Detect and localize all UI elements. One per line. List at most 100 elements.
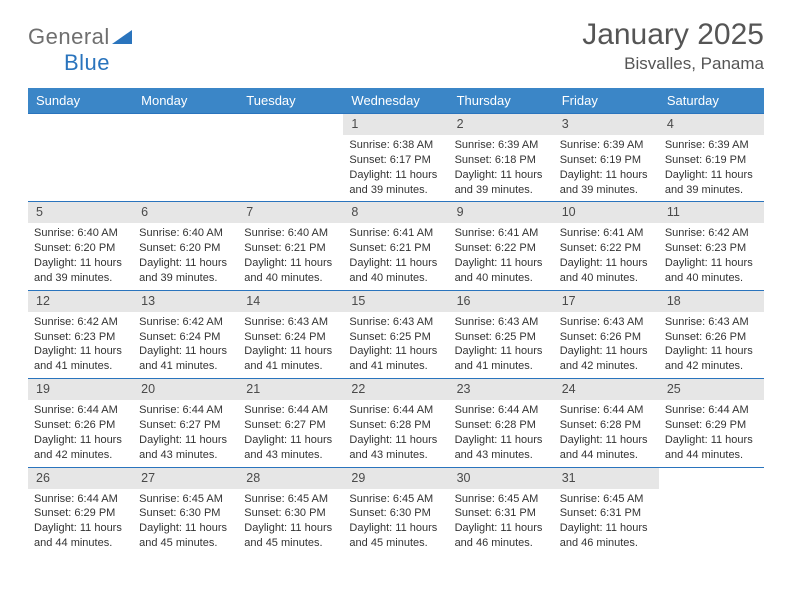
daylight-line: Daylight: 11 hours and 41 minutes. [244, 344, 337, 374]
day-number: 27 [133, 468, 238, 489]
day-body: Sunrise: 6:45 AMSunset: 6:31 PMDaylight:… [449, 489, 554, 555]
sunset-line: Sunset: 6:26 PM [560, 330, 653, 345]
calendar-day-cell: 25Sunrise: 6:44 AMSunset: 6:29 PMDayligh… [659, 379, 764, 467]
header: General Blue January 2025 Bisvalles, Pan… [28, 18, 764, 76]
sunset-line: Sunset: 6:22 PM [560, 241, 653, 256]
sunrise-line: Sunrise: 6:45 AM [139, 492, 232, 507]
daylight-line: Daylight: 11 hours and 43 minutes. [244, 433, 337, 463]
day-body: Sunrise: 6:45 AMSunset: 6:30 PMDaylight:… [133, 489, 238, 555]
day-number: 2 [449, 114, 554, 135]
calendar-day-cell: 23Sunrise: 6:44 AMSunset: 6:28 PMDayligh… [449, 379, 554, 467]
calendar-day-cell: 16Sunrise: 6:43 AMSunset: 6:25 PMDayligh… [449, 290, 554, 378]
calendar-day-cell: 19Sunrise: 6:44 AMSunset: 6:26 PMDayligh… [28, 379, 133, 467]
calendar-day-cell: 11Sunrise: 6:42 AMSunset: 6:23 PMDayligh… [659, 202, 764, 290]
daylight-line: Daylight: 11 hours and 40 minutes. [455, 256, 548, 286]
day-body: Sunrise: 6:43 AMSunset: 6:26 PMDaylight:… [659, 312, 764, 378]
calendar-day-cell: 6 Sunrise: 6:40 AMSunset: 6:20 PMDaylight… [133, 202, 238, 290]
logo-word2: Blue [64, 50, 110, 75]
calendar-day-cell: 15Sunrise: 6:43 AMSunset: 6:25 PMDayligh… [343, 290, 448, 378]
logo-word1: General [28, 24, 110, 49]
daylight-line: Daylight: 11 hours and 45 minutes. [244, 521, 337, 551]
sunset-line: Sunset: 6:31 PM [560, 506, 653, 521]
sunrise-line: Sunrise: 6:45 AM [244, 492, 337, 507]
sunset-line: Sunset: 6:20 PM [139, 241, 232, 256]
calendar-day-cell: 22Sunrise: 6:44 AMSunset: 6:28 PMDayligh… [343, 379, 448, 467]
calendar-day-cell: 31Sunrise: 6:45 AMSunset: 6:31 PMDayligh… [554, 467, 659, 555]
sunrise-line: Sunrise: 6:43 AM [560, 315, 653, 330]
calendar-day-cell: 7Sunrise: 6:40 AMSunset: 6:21 PMDaylight… [238, 202, 343, 290]
calendar-day-cell: 21Sunrise: 6:44 AMSunset: 6:27 PMDayligh… [238, 379, 343, 467]
sunset-line: Sunset: 6:19 PM [560, 153, 653, 168]
sunrise-line: Sunrise: 6:43 AM [244, 315, 337, 330]
day-number: 22 [343, 379, 448, 400]
sunset-line: Sunset: 6:27 PM [244, 418, 337, 433]
calendar-day-cell: 4Sunrise: 6:39 AMSunset: 6:19 PMDaylight… [659, 114, 764, 202]
sunrise-line: Sunrise: 6:40 AM [139, 226, 232, 241]
calendar-day-cell: 29Sunrise: 6:45 AMSunset: 6:30 PMDayligh… [343, 467, 448, 555]
calendar-day-cell: 3Sunrise: 6:39 AMSunset: 6:19 PMDaylight… [554, 114, 659, 202]
sunrise-line: Sunrise: 6:41 AM [349, 226, 442, 241]
day-number: 7 [238, 202, 343, 223]
calendar-day-cell: 28Sunrise: 6:45 AMSunset: 6:30 PMDayligh… [238, 467, 343, 555]
sunrise-line: Sunrise: 6:44 AM [455, 403, 548, 418]
day-body: Sunrise: 6:45 AMSunset: 6:30 PMDaylight:… [343, 489, 448, 555]
logo-triangle-icon [112, 24, 132, 50]
day-body: Sunrise: 6:41 AMSunset: 6:21 PMDaylight:… [343, 223, 448, 289]
day-body: Sunrise: 6:40 AMSunset: 6:20 PMDaylight:… [28, 223, 133, 289]
calendar-table: SundayMondayTuesdayWednesdayThursdayFrid… [28, 88, 764, 555]
day-number: 1 [343, 114, 448, 135]
calendar-empty-cell [659, 467, 764, 555]
calendar-day-cell: 27Sunrise: 6:45 AMSunset: 6:30 PMDayligh… [133, 467, 238, 555]
daylight-line: Daylight: 11 hours and 40 minutes. [244, 256, 337, 286]
day-body: Sunrise: 6:43 AMSunset: 6:26 PMDaylight:… [554, 312, 659, 378]
weekday-header-row: SundayMondayTuesdayWednesdayThursdayFrid… [28, 88, 764, 114]
daylight-line: Daylight: 11 hours and 44 minutes. [560, 433, 653, 463]
day-number: 31 [554, 468, 659, 489]
sunset-line: Sunset: 6:30 PM [139, 506, 232, 521]
sunrise-line: Sunrise: 6:42 AM [665, 226, 758, 241]
calendar-day-cell: 20Sunrise: 6:44 AMSunset: 6:27 PMDayligh… [133, 379, 238, 467]
day-body: Sunrise: 6:44 AMSunset: 6:29 PMDaylight:… [659, 400, 764, 466]
sunset-line: Sunset: 6:27 PM [139, 418, 232, 433]
sunset-line: Sunset: 6:20 PM [34, 241, 127, 256]
daylight-line: Daylight: 11 hours and 45 minutes. [349, 521, 442, 551]
sunset-line: Sunset: 6:22 PM [455, 241, 548, 256]
daylight-line: Daylight: 11 hours and 39 minutes. [139, 256, 232, 286]
sunset-line: Sunset: 6:28 PM [560, 418, 653, 433]
day-number: 19 [28, 379, 133, 400]
day-body: Sunrise: 6:40 AMSunset: 6:21 PMDaylight:… [238, 223, 343, 289]
day-number: 13 [133, 291, 238, 312]
calendar-empty-cell [133, 114, 238, 202]
sunrise-line: Sunrise: 6:39 AM [665, 138, 758, 153]
day-number: 6 [133, 202, 238, 223]
day-number: 26 [28, 468, 133, 489]
daylight-line: Daylight: 11 hours and 41 minutes. [139, 344, 232, 374]
day-number: 18 [659, 291, 764, 312]
day-number: 8 [343, 202, 448, 223]
daylight-line: Daylight: 11 hours and 41 minutes. [34, 344, 127, 374]
weekday-header: Sunday [28, 88, 133, 114]
day-body: Sunrise: 6:43 AMSunset: 6:25 PMDaylight:… [343, 312, 448, 378]
sunset-line: Sunset: 6:26 PM [34, 418, 127, 433]
calendar-day-cell: 14Sunrise: 6:43 AMSunset: 6:24 PMDayligh… [238, 290, 343, 378]
day-number: 10 [554, 202, 659, 223]
sunset-line: Sunset: 6:29 PM [34, 506, 127, 521]
sunset-line: Sunset: 6:24 PM [244, 330, 337, 345]
daylight-line: Daylight: 11 hours and 44 minutes. [665, 433, 758, 463]
calendar-day-cell: 30Sunrise: 6:45 AMSunset: 6:31 PMDayligh… [449, 467, 554, 555]
sunrise-line: Sunrise: 6:45 AM [560, 492, 653, 507]
sunrise-line: Sunrise: 6:42 AM [34, 315, 127, 330]
logo: General Blue [28, 18, 132, 76]
calendar-day-cell: 18Sunrise: 6:43 AMSunset: 6:26 PMDayligh… [659, 290, 764, 378]
sunrise-line: Sunrise: 6:41 AM [455, 226, 548, 241]
calendar-day-cell: 26Sunrise: 6:44 AMSunset: 6:29 PMDayligh… [28, 467, 133, 555]
sunrise-line: Sunrise: 6:44 AM [34, 403, 127, 418]
day-body: Sunrise: 6:44 AMSunset: 6:29 PMDaylight:… [28, 489, 133, 555]
title-block: January 2025 Bisvalles, Panama [582, 18, 764, 74]
location: Bisvalles, Panama [582, 54, 764, 74]
day-body: Sunrise: 6:39 AMSunset: 6:19 PMDaylight:… [554, 135, 659, 201]
daylight-line: Daylight: 11 hours and 41 minutes. [349, 344, 442, 374]
day-body: Sunrise: 6:45 AMSunset: 6:30 PMDaylight:… [238, 489, 343, 555]
sunset-line: Sunset: 6:26 PM [665, 330, 758, 345]
day-number: 11 [659, 202, 764, 223]
